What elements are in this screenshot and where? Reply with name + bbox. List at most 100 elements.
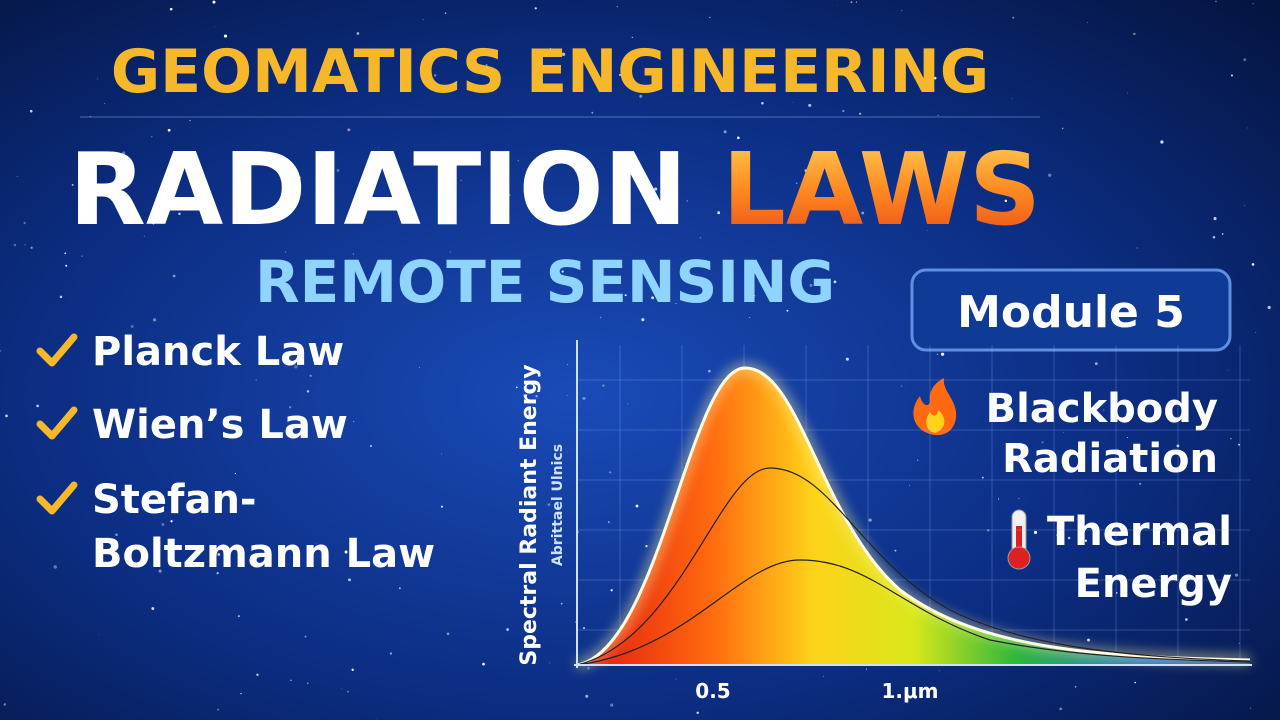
star (845, 357, 849, 361)
header-title: GEOMATICS ENGINEERING (111, 37, 989, 107)
star (806, 266, 808, 268)
star (1215, 543, 1217, 545)
star (237, 615, 240, 618)
star (341, 688, 342, 689)
star (316, 347, 318, 349)
star (809, 283, 813, 287)
star (89, 115, 91, 117)
star (440, 505, 444, 508)
star (549, 47, 551, 49)
star (174, 184, 178, 188)
star (422, 19, 424, 21)
star (353, 421, 355, 422)
curve-low (576, 559, 1251, 666)
star (485, 64, 488, 67)
star (143, 235, 145, 237)
star (561, 52, 566, 56)
star (786, 309, 789, 312)
star (566, 395, 568, 396)
star (1255, 332, 1257, 333)
star (927, 230, 929, 231)
star (306, 390, 310, 393)
star (217, 553, 221, 556)
feature-label: Thermal (1047, 509, 1232, 555)
star (749, 317, 751, 319)
star (290, 679, 292, 682)
star (585, 694, 589, 698)
star (1139, 483, 1141, 485)
star (1212, 235, 1216, 239)
star (654, 187, 658, 191)
star (30, 246, 33, 249)
thermometer-icon (1007, 509, 1031, 570)
star (1012, 16, 1015, 19)
star (256, 673, 259, 676)
star (13, 243, 17, 247)
subtitle: REMOTE SENSING (255, 248, 835, 316)
star (823, 675, 825, 677)
star (374, 88, 376, 90)
star (1227, 370, 1229, 371)
headline: RADIATION LAWS (69, 131, 1041, 248)
star (238, 218, 239, 220)
star (865, 668, 867, 670)
star (619, 73, 621, 76)
star (1221, 233, 1224, 235)
star (861, 211, 865, 215)
star (1059, 707, 1063, 711)
star (36, 404, 39, 408)
star (307, 682, 309, 684)
star (90, 159, 92, 161)
star (938, 670, 940, 672)
star (593, 179, 597, 183)
star (842, 109, 845, 113)
topic-label: Stefan- (92, 477, 257, 523)
star (496, 179, 498, 181)
star (631, 36, 634, 39)
star (830, 159, 834, 163)
star (616, 6, 618, 8)
star (285, 251, 287, 253)
star (23, 221, 26, 225)
star (151, 607, 155, 610)
star (587, 667, 590, 670)
star (1087, 638, 1090, 642)
star (446, 632, 450, 636)
star (651, 296, 655, 300)
star (894, 549, 897, 552)
star (136, 356, 138, 359)
star (1160, 140, 1164, 144)
star (627, 403, 629, 405)
star (1185, 618, 1188, 621)
star (641, 318, 645, 322)
star (1018, 498, 1020, 500)
star (855, 1, 858, 3)
star (152, 222, 155, 225)
feature-label: Blackbody (986, 386, 1218, 432)
star (1159, 576, 1161, 577)
fire-icon (913, 378, 957, 436)
star (1267, 305, 1271, 310)
star (699, 237, 701, 239)
star (347, 690, 349, 693)
star (294, 365, 298, 369)
star (723, 130, 727, 134)
star (1063, 432, 1064, 433)
star (59, 295, 63, 299)
star (901, 10, 903, 12)
star (324, 340, 325, 342)
star (561, 270, 564, 273)
star (909, 484, 910, 486)
star (602, 384, 605, 387)
star (24, 244, 26, 246)
star (1133, 32, 1136, 36)
star (717, 211, 721, 215)
star (551, 481, 556, 485)
star (591, 111, 594, 114)
star (1115, 592, 1118, 594)
topic-label: Planck Law (92, 329, 344, 375)
star (71, 183, 74, 186)
star (586, 164, 589, 167)
star (532, 389, 535, 391)
star (667, 160, 668, 162)
